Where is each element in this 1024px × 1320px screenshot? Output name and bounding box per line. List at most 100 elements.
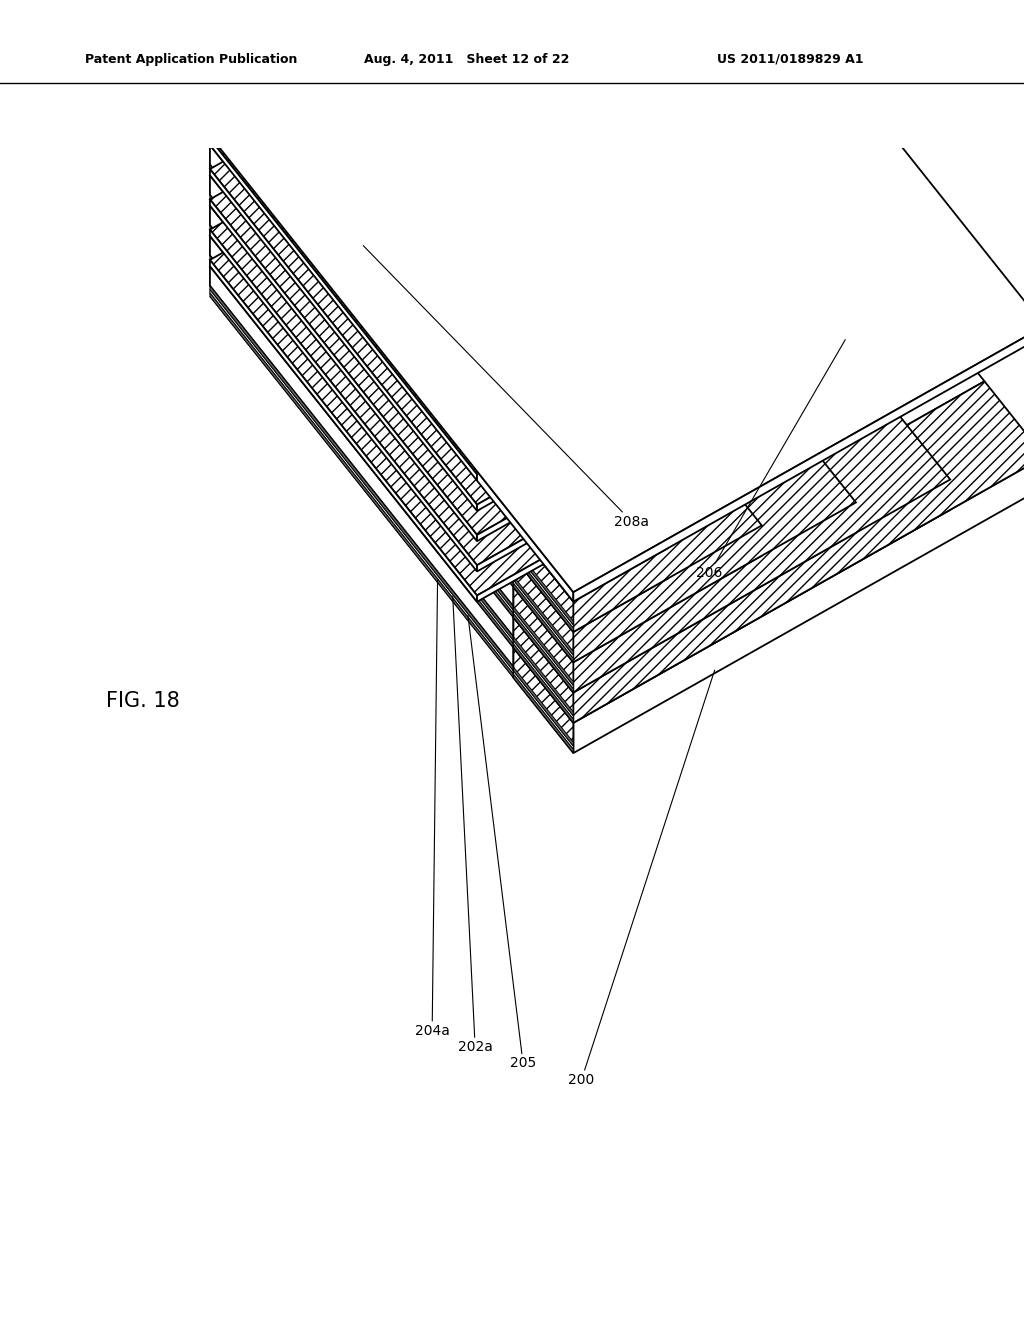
Polygon shape [477, 407, 650, 511]
Polygon shape [513, 644, 573, 723]
Polygon shape [210, 285, 513, 671]
Polygon shape [210, 169, 477, 511]
Polygon shape [513, 648, 573, 754]
Polygon shape [513, 428, 856, 663]
Polygon shape [513, 671, 573, 750]
Polygon shape [477, 388, 737, 541]
Polygon shape [477, 370, 823, 572]
Polygon shape [210, 267, 513, 667]
Polygon shape [573, 525, 762, 663]
Polygon shape [513, 667, 573, 746]
Polygon shape [513, 473, 668, 602]
Polygon shape [513, 450, 762, 632]
Polygon shape [210, 230, 477, 572]
Polygon shape [210, 195, 513, 579]
Polygon shape [513, 576, 573, 655]
Polygon shape [513, 614, 573, 693]
Polygon shape [210, 53, 890, 648]
Polygon shape [493, 49, 587, 107]
Polygon shape [513, 579, 573, 659]
Polygon shape [587, 26, 681, 83]
Polygon shape [513, 606, 573, 685]
Polygon shape [573, 479, 950, 723]
Polygon shape [573, 503, 856, 693]
Text: 208a: 208a [364, 246, 649, 529]
Polygon shape [210, 49, 890, 644]
Polygon shape [210, 121, 607, 557]
Polygon shape [210, 198, 513, 583]
Polygon shape [477, 351, 910, 602]
Polygon shape [304, 95, 398, 152]
Polygon shape [210, 46, 796, 587]
Polygon shape [513, 640, 573, 719]
Polygon shape [383, 71, 650, 413]
Polygon shape [210, 232, 513, 618]
Text: 205: 205 [468, 615, 537, 1071]
Polygon shape [470, 53, 737, 395]
Polygon shape [587, 24, 681, 79]
Polygon shape [210, 206, 513, 606]
Polygon shape [304, 92, 398, 149]
Text: 202a: 202a [453, 597, 493, 1055]
Polygon shape [210, 30, 984, 677]
Polygon shape [398, 66, 493, 123]
Polygon shape [210, 236, 513, 636]
Polygon shape [573, 326, 1024, 602]
Polygon shape [210, 92, 304, 176]
Polygon shape [210, 255, 513, 640]
Polygon shape [513, 546, 573, 624]
Polygon shape [210, 22, 890, 618]
Polygon shape [210, 165, 513, 549]
Polygon shape [210, 259, 513, 644]
Text: 204a: 204a [415, 581, 450, 1038]
Polygon shape [210, 69, 701, 557]
Polygon shape [210, 115, 607, 549]
Polygon shape [513, 381, 1024, 723]
Polygon shape [210, 34, 823, 565]
Polygon shape [210, 199, 477, 541]
Polygon shape [210, 289, 513, 675]
Polygon shape [210, 172, 513, 557]
Polygon shape [304, 88, 398, 145]
Polygon shape [210, 46, 890, 640]
Text: Patent Application Publication: Patent Application Publication [85, 53, 297, 66]
Polygon shape [493, 22, 587, 107]
Polygon shape [513, 527, 573, 632]
Polygon shape [210, 24, 984, 671]
Polygon shape [210, 176, 513, 576]
Polygon shape [210, 202, 513, 587]
Polygon shape [587, 0, 681, 83]
Text: 200: 200 [568, 671, 715, 1086]
Polygon shape [210, 73, 796, 614]
Polygon shape [573, 457, 1024, 754]
Polygon shape [210, 71, 650, 504]
Polygon shape [513, 675, 573, 754]
Polygon shape [210, 119, 607, 553]
Polygon shape [210, 139, 477, 480]
Polygon shape [573, 548, 668, 632]
Polygon shape [297, 90, 563, 432]
Polygon shape [210, 15, 910, 595]
Polygon shape [210, 0, 1024, 593]
Text: 206: 206 [696, 339, 845, 579]
Polygon shape [398, 73, 493, 129]
Polygon shape [398, 46, 493, 129]
Polygon shape [493, 42, 587, 99]
Polygon shape [210, 95, 701, 583]
Polygon shape [210, 228, 513, 614]
Polygon shape [643, 15, 910, 356]
Polygon shape [513, 610, 573, 689]
Polygon shape [210, 293, 513, 677]
Polygon shape [210, 92, 701, 579]
Polygon shape [304, 69, 398, 152]
Polygon shape [210, 92, 607, 527]
Polygon shape [210, 169, 513, 553]
Polygon shape [210, 53, 737, 535]
Polygon shape [513, 404, 950, 693]
Text: US 2011/0189829 A1: US 2011/0189829 A1 [717, 53, 863, 66]
Polygon shape [493, 46, 587, 103]
Polygon shape [210, 99, 701, 587]
Polygon shape [398, 69, 493, 125]
Text: Aug. 4, 2011   Sheet 12 of 22: Aug. 4, 2011 Sheet 12 of 22 [364, 53, 569, 66]
Polygon shape [513, 553, 573, 632]
